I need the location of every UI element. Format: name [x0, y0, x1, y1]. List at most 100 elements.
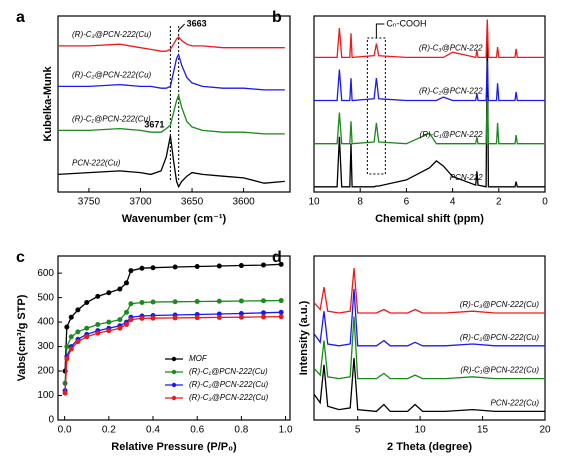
data-point: [278, 261, 284, 267]
legend-marker: [171, 395, 177, 401]
data-point: [150, 315, 156, 321]
data-point: [128, 268, 134, 274]
data-point: [68, 334, 74, 340]
data-point: [172, 315, 178, 321]
panel-label: a: [16, 9, 25, 26]
data-point: [260, 298, 266, 304]
data-point: [238, 298, 244, 304]
panel-label: c: [16, 249, 25, 266]
data-point: [128, 301, 134, 307]
x-tick-label: 4: [450, 197, 456, 208]
data-point: [84, 334, 90, 340]
series-label: PCN-222(Cu): [72, 159, 121, 168]
data-point: [260, 314, 266, 320]
data-point: [68, 314, 74, 320]
x-tick-label: 0: [542, 197, 548, 208]
data-point: [123, 280, 129, 286]
plot-frame: [57, 255, 291, 421]
data-point: [238, 263, 244, 269]
series-label: (R)-C₃@PCN-222(Cu): [460, 300, 540, 309]
data-point: [216, 263, 222, 269]
data-point: [278, 309, 284, 315]
y-tick-label: 600: [37, 268, 54, 279]
series-label: (R)-C₂@PCN-222(Cu): [72, 71, 152, 80]
data-point: [139, 265, 145, 271]
plot-frame: [313, 255, 546, 421]
data-point: [95, 322, 101, 328]
series-line: [314, 22, 545, 188]
x-tick-label: 10: [415, 425, 427, 436]
data-point: [84, 325, 90, 331]
x-tick-label: 0.6: [190, 425, 204, 436]
data-point: [64, 356, 70, 362]
data-point: [260, 262, 266, 268]
data-point: [117, 325, 123, 331]
data-point: [68, 346, 74, 352]
series-label: (R)-C₁@PCN-222(Cu): [72, 115, 151, 124]
panel-label: d: [272, 249, 282, 266]
data-point: [172, 264, 178, 270]
data-point: [106, 328, 112, 334]
data-point: [62, 390, 68, 396]
data-point: [139, 300, 145, 306]
plot-frame: [57, 15, 291, 193]
data-point: [106, 290, 112, 296]
x-tick-label: 10: [308, 197, 320, 208]
annotation-label: 3671: [144, 119, 164, 129]
data-point: [84, 300, 90, 306]
legend-marker: [171, 356, 177, 362]
annotation-pointer: [178, 23, 185, 31]
x-tick-label: 5: [355, 425, 361, 436]
series-line: [58, 53, 285, 91]
series-label: (R)-C₁@PCN-222: [420, 130, 484, 139]
data-point: [194, 315, 200, 321]
data-point: [216, 314, 222, 320]
series-line: [57, 135, 285, 189]
series-label: (R)-C₃@PCN-222: [419, 44, 483, 53]
series-line: [313, 357, 545, 413]
y-axis-title: Intensity (a.u.): [298, 300, 310, 375]
data-point: [150, 265, 156, 271]
data-point: [194, 299, 200, 305]
data-point: [117, 317, 123, 323]
x-axis-title: Relative Pressure (P/P₀): [111, 441, 237, 453]
series-line: [313, 268, 545, 314]
data-point: [95, 293, 101, 299]
x-axis-title: Chemical shift (ppm): [375, 213, 484, 225]
y-tick-label: 500: [37, 292, 54, 303]
series-label: (R)-C₃@PCN-222(Cu): [72, 30, 152, 39]
x-tick-label: 3600: [232, 197, 255, 208]
data-point: [194, 264, 200, 270]
legend-marker: [171, 369, 177, 375]
y-tick-label: 200: [37, 366, 54, 377]
series-label: PCN-222: [450, 173, 483, 182]
series-line: [58, 36, 285, 52]
data-point: [95, 330, 101, 336]
x-tick-label: 0.0: [58, 425, 72, 436]
data-point: [150, 299, 156, 305]
x-axis-title: Wavenumber (cm⁻¹): [122, 213, 227, 225]
data-point: [216, 298, 222, 304]
series-label: (R)-C₂@PCN-222: [419, 87, 483, 96]
series-line: [313, 288, 545, 347]
x-tick-label: 15: [477, 425, 489, 436]
series-line: [58, 93, 285, 135]
data-point: [278, 314, 284, 320]
data-point: [106, 319, 112, 325]
series-label: (R)-C₁@PCN-222(Cu): [460, 366, 539, 375]
panel-label: b: [272, 9, 282, 26]
data-point: [260, 310, 266, 316]
x-tick-label: 0.8: [234, 425, 248, 436]
x-tick-label: 2: [496, 197, 502, 208]
x-tick-label: 8: [357, 197, 363, 208]
x-tick-label: 3650: [181, 197, 204, 208]
data-point: [172, 299, 178, 305]
data-point: [139, 315, 145, 321]
series-line: [314, 19, 545, 59]
data-point: [117, 286, 123, 292]
annotation-label: Cₙ-COOH: [386, 18, 426, 28]
y-axis-title: Vabs(cm³/g STP): [16, 294, 28, 381]
x-tick-label: 20: [539, 425, 551, 436]
legend-marker: [171, 382, 177, 388]
